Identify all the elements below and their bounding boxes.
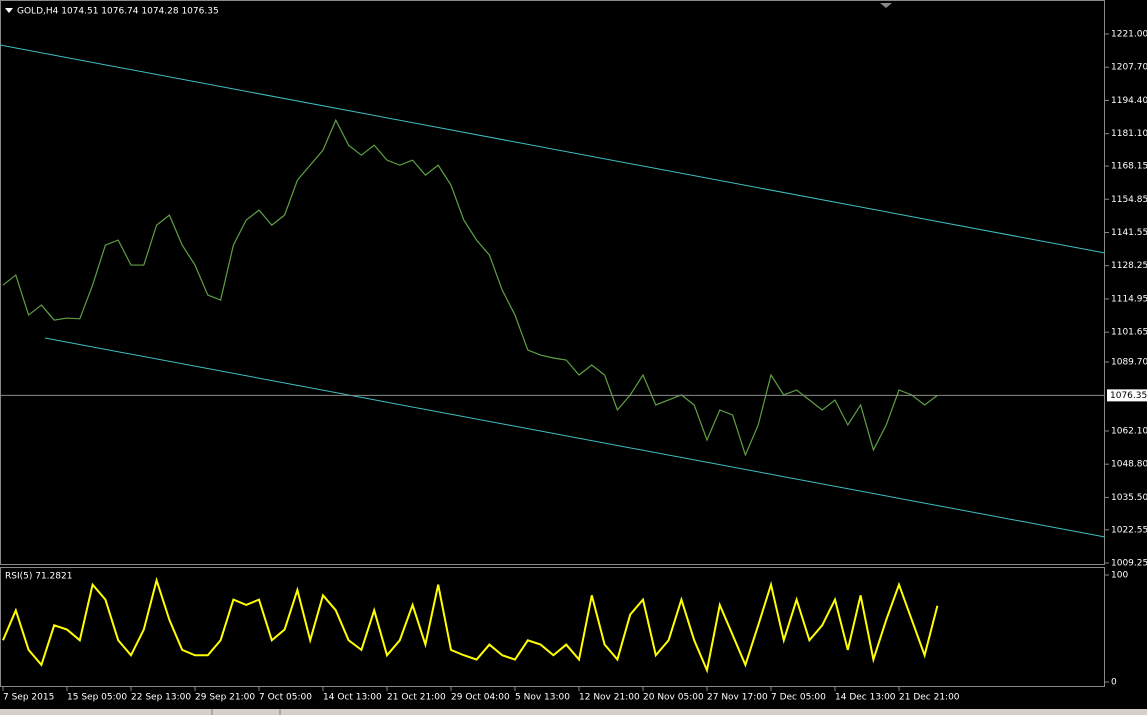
y-tick-label: 1181.10 [1111, 129, 1147, 139]
x-tick-label: 7 Dec 05:00 [771, 693, 826, 703]
x-tick-label: 20 Nov 05:00 [643, 693, 704, 703]
series-line [2, 576, 939, 674]
y-tick-label: 1221.00 [1111, 30, 1147, 40]
x-tick-label: 29 Sep 21:00 [195, 693, 255, 703]
y-tick-label: 1194.40 [1111, 96, 1147, 106]
tab-bar [0, 709, 1147, 715]
rsi-label: RSI(5) 71.2821 [5, 572, 72, 582]
x-tick-label: 7 Oct 05:00 [259, 693, 312, 703]
y-tick-label: 100 [1111, 571, 1128, 581]
y-tick-label: 1035.50 [1111, 493, 1147, 503]
channel-upper [0, 44, 1106, 254]
y-tick-label: 1207.70 [1111, 63, 1147, 73]
y-tick-label: 1141.55 [1111, 228, 1147, 238]
last-price-label: 1076.35 [1110, 391, 1147, 401]
x-tick-label: 29 Oct 04:00 [451, 693, 510, 703]
x-tick-label: 21 Oct 21:00 [387, 693, 446, 703]
y-tick-label: 1089.70 [1111, 358, 1147, 368]
y-tick-label: 1048.80 [1111, 460, 1147, 470]
y-tick-label: 1154.85 [1111, 195, 1147, 205]
x-tick-label: 14 Oct 13:00 [323, 693, 382, 703]
x-tick-label: 22 Sep 13:00 [131, 693, 191, 703]
y-tick-label: 1009.25 [1111, 559, 1147, 569]
y-tick-label: 1101.65 [1111, 328, 1147, 338]
x-tick-label: 5 Nov 13:00 [515, 693, 570, 703]
x-tick-label: 12 Nov 21:00 [579, 693, 640, 703]
x-tick-label: 7 Sep 2015 [3, 693, 54, 703]
chart-header: GOLD,H4 1074.51 1076.74 1074.28 1076.35 [17, 7, 219, 17]
y-tick-label: 1114.95 [1111, 294, 1147, 304]
menu-arrow[interactable] [5, 8, 13, 13]
last-price-box [1107, 389, 1147, 402]
channel-lower [44, 337, 1106, 538]
y-tick-label: 1168.15 [1111, 162, 1147, 172]
y-tick-label: 1062.10 [1111, 426, 1147, 436]
x-tick-label: 21 Dec 21:00 [899, 693, 960, 703]
y-tick-label: 1128.25 [1111, 261, 1147, 271]
price-frame [0, 0, 1105, 565]
x-tick-label: 27 Nov 17:00 [707, 693, 768, 703]
rsi-frame [0, 567, 1105, 687]
x-tick-label: 15 Sep 05:00 [67, 693, 127, 703]
y-tick-label: 1022.55 [1111, 525, 1147, 535]
shift-marker [880, 3, 892, 8]
y-tick-label: 0 [1111, 678, 1117, 688]
x-tick-label: 14 Dec 13:00 [835, 693, 896, 703]
series-line [2, 118, 938, 457]
